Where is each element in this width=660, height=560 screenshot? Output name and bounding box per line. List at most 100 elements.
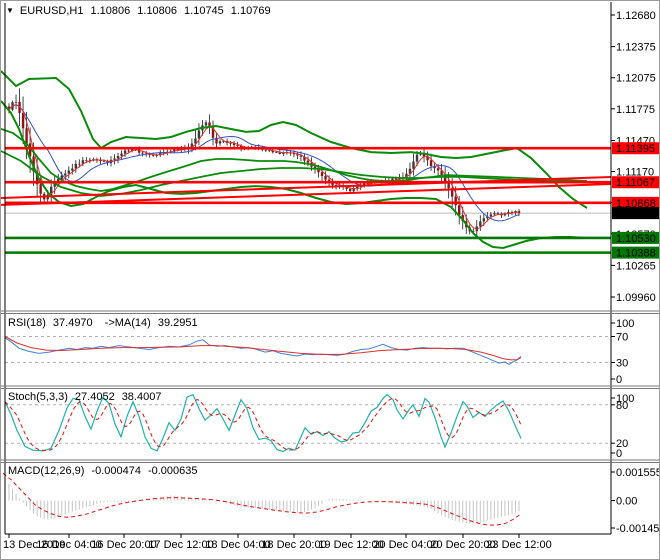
- symbol-dropdown-icon[interactable]: ▼: [6, 6, 14, 15]
- price-label-text: 1.10769: [616, 208, 656, 220]
- candle-body: [137, 149, 141, 153]
- title-open: 1.10806: [90, 5, 131, 17]
- price-tick-label: 1.11775: [616, 104, 655, 116]
- candle-body: [443, 175, 447, 182]
- candle-body: [306, 160, 310, 163]
- indicator-tick-label: 70: [616, 332, 628, 344]
- candle-body: [331, 182, 334, 186]
- indicator-tick-label: 30: [616, 358, 628, 370]
- candle-body: [345, 187, 348, 189]
- candle-body: [208, 122, 211, 128]
- time-tick-label: 20 Dec 20:00: [430, 539, 495, 551]
- candle-body: [405, 173, 408, 178]
- stoch-panel: [4, 389, 611, 459]
- candle-body: [120, 153, 123, 157]
- candle-body: [7, 106, 11, 110]
- price-label-box-6[interactable]: [612, 246, 660, 259]
- trend-line-2[interactable]: [1, 182, 612, 206]
- candle-body: [197, 130, 201, 139]
- candle-body: [472, 231, 475, 233]
- price-label-box-5[interactable]: [612, 231, 660, 244]
- candle-body: [303, 156, 306, 161]
- candle-body: [327, 179, 331, 183]
- candle-body: [39, 184, 42, 194]
- time-tick-label: 16 Dec 04:00: [36, 539, 101, 551]
- candle-body: [130, 148, 134, 151]
- stoch-d-line: [4, 397, 522, 451]
- candle-body: [454, 196, 457, 206]
- price-label-box-3[interactable]: [612, 196, 660, 209]
- price-label-box-2[interactable]: [612, 176, 660, 189]
- macd-label: MACD(12,26,9) -0.000474 -0.000635: [8, 465, 198, 477]
- candle-body: [489, 214, 493, 217]
- candle-body: [21, 112, 25, 129]
- macd-plot-area[interactable]: [5, 463, 611, 534]
- candle-body: [190, 143, 194, 148]
- candle-body: [394, 178, 398, 180]
- stoch-label: Stoch(5,3,3) 27.4052 38.4007: [8, 391, 161, 403]
- candle-body: [71, 168, 74, 171]
- candle-body: [493, 213, 496, 215]
- candle-body: [275, 151, 278, 153]
- candle-body: [482, 218, 486, 222]
- candle-body: [74, 163, 78, 169]
- title-symbol-period: EURUSD,H1: [19, 5, 84, 17]
- candle-body: [415, 154, 419, 162]
- candle-body: [324, 175, 327, 180]
- candle-body: [436, 168, 440, 171]
- candle-body: [57, 178, 60, 182]
- candle-body: [148, 154, 151, 156]
- time-tick-label: 23 Dec 12:00: [486, 539, 551, 551]
- green-ma-fast-line: [1, 128, 588, 192]
- candle-body: [204, 122, 208, 126]
- candle-body: [88, 159, 92, 161]
- candle-body: [85, 160, 88, 162]
- macd-signal-line: [2, 472, 522, 526]
- time-tick-label: 18 Dec 20:00: [261, 539, 326, 551]
- price-tick-label: 1.12075: [616, 73, 656, 85]
- candle-body: [348, 188, 352, 192]
- panel-splitter-3[interactable]: [1, 458, 660, 464]
- indicator-tick-label: 100: [616, 393, 634, 405]
- candle-body: [486, 216, 489, 219]
- candle-body: [461, 215, 464, 222]
- price-label-text: 1.10530: [616, 233, 656, 245]
- candle-body: [159, 152, 162, 156]
- candle-body: [426, 156, 429, 161]
- stoch-d-value: 38.4007: [121, 391, 162, 403]
- candle-body: [440, 170, 443, 176]
- candle-body: [268, 149, 271, 151]
- axes: 1.126801.123751.120751.117751.114701.111…: [1, 2, 660, 551]
- candle-body: [35, 171, 39, 185]
- indicator-tick-label: 0.001555: [616, 467, 660, 479]
- candle-body: [296, 154, 299, 156]
- price-label-box-4: [612, 207, 659, 220]
- candle-body: [64, 173, 67, 176]
- candle-body: [232, 143, 236, 146]
- time-tick-label: 19 Dec 12:00: [318, 539, 383, 551]
- price-label-box-1[interactable]: [612, 142, 660, 155]
- candle-body: [116, 156, 120, 159]
- candle-body: [450, 188, 454, 197]
- time-tick-label: 13 Dec 2019: [3, 539, 65, 551]
- title-close: 1.10769: [230, 5, 271, 17]
- rsi-plot-area[interactable]: [5, 314, 611, 385]
- macd-value: -0.000474: [91, 465, 141, 477]
- candle-body: [517, 211, 521, 214]
- time-tick-label: 20 Dec 04:00: [373, 539, 438, 551]
- candle-body: [127, 150, 130, 152]
- main-chart-panel: [1, 3, 612, 310]
- time-tick-label: 17 Dec 12:00: [148, 539, 213, 551]
- title-high: 1.10806: [137, 5, 178, 17]
- panel-splitter-2[interactable]: [1, 384, 660, 390]
- trend-line-1[interactable]: [1, 175, 612, 199]
- candle-body: [278, 151, 282, 154]
- candle-body: [292, 152, 296, 155]
- panel-splitter-1[interactable]: [1, 309, 660, 315]
- candle-body: [229, 142, 232, 144]
- indicator-tick-label: 20: [616, 438, 628, 450]
- candle-body: [271, 150, 274, 153]
- rsi-panel: [4, 314, 611, 385]
